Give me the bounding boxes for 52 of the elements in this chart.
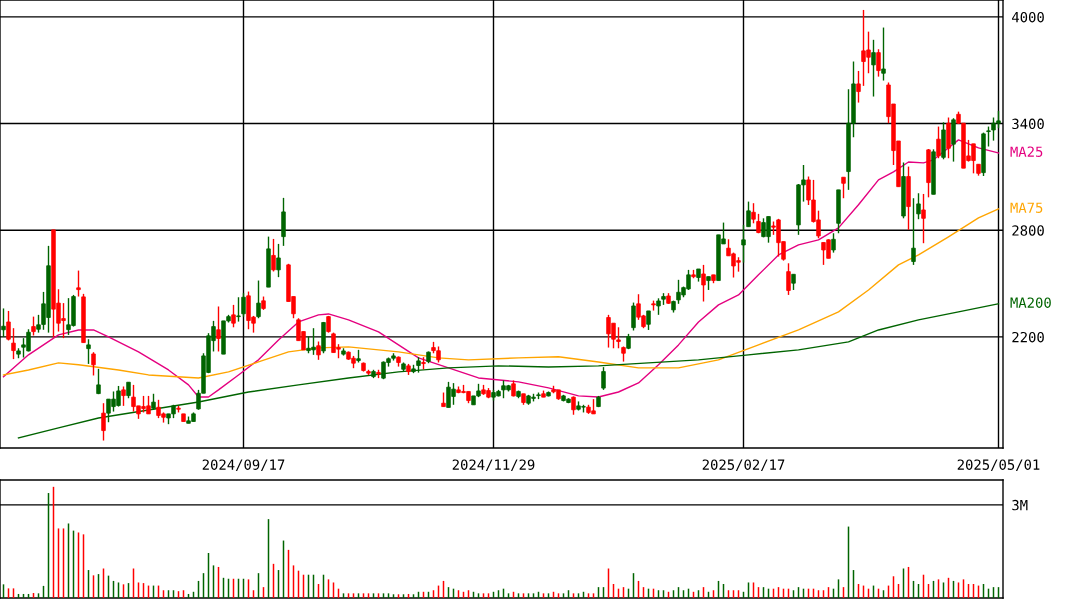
candlestick: [11, 327, 16, 360]
series-label: MA200: [1010, 297, 1051, 308]
candlestick: [871, 39, 876, 98]
candlestick: [216, 305, 221, 353]
candlestick: [936, 125, 941, 159]
candlestick: [91, 351, 96, 377]
candlestick: [831, 232, 836, 254]
candlestick: [916, 192, 921, 220]
candlestick: [646, 310, 651, 331]
candlestick: [921, 193, 926, 244]
candlestick: [231, 304, 236, 328]
candlestick: [751, 202, 756, 224]
candlestick: [256, 279, 261, 319]
y-tick-label: 4000: [1012, 11, 1044, 23]
x-tick-label: 2024/09/17: [202, 459, 285, 472]
candlestick: [601, 366, 606, 391]
candlestick: [96, 368, 101, 395]
line-series: [2, 139, 1000, 398]
candlestick: [31, 315, 36, 337]
candlestick: [236, 296, 241, 323]
candlestick: [76, 269, 81, 298]
y-tick-label: 3400: [1012, 118, 1044, 130]
candlestick: [746, 200, 751, 228]
candlestick: [881, 26, 886, 82]
candlestick: [876, 48, 881, 78]
y-tick-label: 2200: [1012, 331, 1044, 343]
candlestick: [701, 264, 706, 303]
candlestick: [276, 243, 281, 278]
x-tick-label: 2024/11/29: [452, 459, 535, 472]
candlestick: [241, 292, 246, 318]
line-series: [2, 208, 1000, 379]
candlestick: [631, 301, 636, 332]
series-label: MA75: [1010, 202, 1043, 213]
y-tick-label: 3M: [1012, 499, 1028, 511]
x-tick-label: 2025/02/17: [702, 459, 785, 472]
x-tick-label: 2025/05/01: [957, 459, 1040, 472]
candlestick: [856, 70, 861, 104]
candlestick: [911, 197, 916, 266]
line-series: [17, 303, 1000, 439]
candlestick: [6, 310, 11, 342]
candlestick: [86, 338, 91, 365]
series-label: MA25: [1010, 146, 1043, 157]
candlestick: [841, 176, 846, 199]
candlestick: [101, 402, 106, 442]
candlestick: [121, 385, 126, 407]
y-tick-label: 2800: [1012, 225, 1044, 236]
candlestick: [316, 340, 321, 361]
candlestick: [741, 224, 746, 264]
candlestick: [1, 307, 6, 338]
candlestick: [786, 262, 791, 296]
candlestick: [571, 395, 576, 416]
candlestick: [271, 238, 276, 273]
